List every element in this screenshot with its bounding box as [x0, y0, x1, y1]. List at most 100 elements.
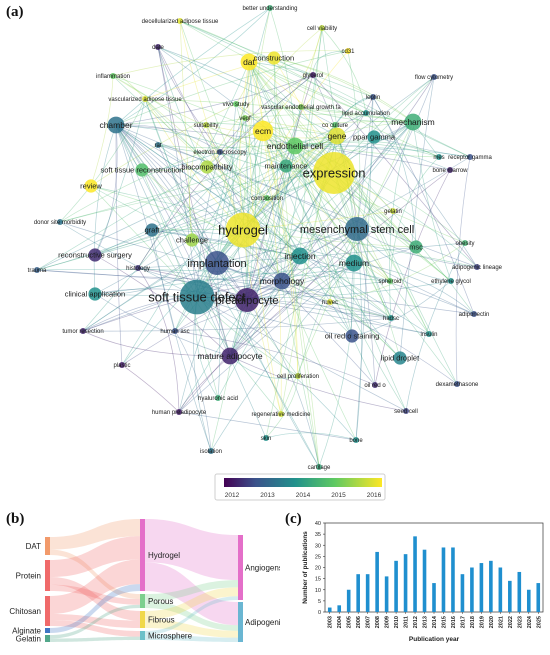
- network-edge: [36, 172, 335, 271]
- node-ppar-gamma: [367, 130, 381, 144]
- node-label-regenerative-medicine: regenerative medicine: [251, 412, 311, 418]
- network-edge: [312, 74, 358, 230]
- network-edge: [248, 61, 338, 137]
- network-edge: [178, 262, 355, 413]
- network-edge: [229, 355, 407, 412]
- sankey-source-label: Gelatin: [16, 635, 41, 644]
- sankey-flow: [50, 604, 140, 639]
- network-edge: [179, 20, 193, 241]
- network-edge: [157, 46, 231, 357]
- node-cell-viability: [319, 25, 325, 31]
- x-tick-label: 2021: [498, 616, 504, 628]
- network-edge: [112, 75, 296, 147]
- node-suitability: [203, 122, 209, 128]
- node-soft-tissue-reconstruction: [135, 163, 149, 177]
- sankey-target-label: Adipogenic: [245, 618, 280, 627]
- network-edge: [59, 221, 198, 298]
- node-label-biocompatibility: biocompatibility: [181, 163, 233, 172]
- network-edge: [285, 165, 401, 359]
- node-label-review: review: [80, 182, 102, 191]
- network-edge: [356, 228, 392, 319]
- node-label-adipogenic-lineage: adipogenic lineage: [452, 265, 503, 271]
- node-label-implantation: implantation: [187, 258, 246, 270]
- network-edge: [196, 156, 471, 298]
- network-edge: [273, 57, 283, 282]
- sankey-source-label: DAT: [26, 542, 42, 551]
- network-edge: [157, 46, 198, 298]
- network-edge: [94, 293, 231, 357]
- network-edge: [216, 117, 246, 264]
- node-graft: [145, 223, 159, 237]
- sankey-flow: [145, 596, 238, 635]
- network-edge: [210, 262, 355, 452]
- network-edge: [242, 229, 282, 415]
- node-label-histology: histology: [126, 266, 150, 272]
- node-label-preadipocyte: preadipocyte: [216, 295, 279, 307]
- network-edge: [262, 130, 358, 230]
- network-edge: [242, 7, 271, 231]
- network-edge: [157, 144, 301, 257]
- node-seed-cell: [403, 408, 409, 414]
- network-edge: [205, 114, 414, 126]
- sankey-middle-label: Microsphere: [148, 632, 193, 641]
- network-edge: [262, 130, 320, 468]
- network-edge: [115, 124, 218, 264]
- sankey-flow: [50, 519, 140, 550]
- node-lipid-droplet: [393, 351, 407, 365]
- node-ecm: [252, 120, 274, 142]
- node-label-date: date: [152, 45, 164, 51]
- network-edge: [115, 124, 248, 301]
- x-tick-label: 2005: [347, 616, 353, 628]
- y-tick-label: 30: [315, 543, 321, 549]
- node-label-mesenchymal-stem-cell: mesenchymal stem cell: [300, 224, 414, 236]
- network-edge: [239, 61, 250, 231]
- node-huvec: [327, 299, 333, 305]
- node-label-composition: composition: [251, 196, 283, 202]
- network-edge: [262, 121, 414, 132]
- node-composition: [264, 195, 270, 201]
- network-edge: [356, 228, 376, 386]
- x-tick-label: 2008: [375, 616, 381, 628]
- node-label-bone: bone: [349, 438, 363, 444]
- node-label-skin: skin: [261, 436, 272, 442]
- network-edge: [321, 27, 367, 114]
- node-label-suitability: suitability: [194, 123, 219, 129]
- network-edge: [178, 172, 335, 413]
- network-edge: [205, 124, 338, 139]
- node-flow-cytometry: [431, 74, 437, 80]
- network-edge: [144, 98, 268, 199]
- network-edge: [205, 124, 301, 257]
- x-tick-label: 2025: [536, 616, 542, 628]
- network-edge: [294, 145, 331, 303]
- node-label-tumor-resection: tumor resection: [62, 329, 103, 335]
- y-tick-label: 20: [315, 566, 321, 572]
- node-label-mature-adipocyte: mature adipocyte: [197, 351, 262, 361]
- node-cell-proliferation: [295, 373, 301, 379]
- network-edge: [93, 124, 117, 295]
- sankey-node-fibrous: [140, 611, 145, 628]
- network-edge: [174, 145, 296, 332]
- network-edge: [262, 130, 282, 415]
- network-edge: [455, 156, 471, 385]
- network-edge: [90, 185, 283, 282]
- network-edge: [216, 61, 250, 264]
- network-edge: [82, 229, 244, 332]
- node-mes: [436, 154, 442, 160]
- network-edge: [193, 296, 212, 452]
- node-mesenchymal-stem-cell: [345, 217, 369, 241]
- node-label-human-preadipocyte: human preadipocyte: [152, 410, 207, 416]
- node-label-soft-tissue-reconstruction: soft tissue reconstruction: [101, 166, 184, 175]
- network-edge: [144, 98, 414, 123]
- node-label-lipid-droplet: lipid droplet: [381, 354, 420, 363]
- bar-2023: [517, 571, 522, 612]
- sankey-node-chitosan: [45, 596, 50, 626]
- sankey-flow: [145, 601, 238, 631]
- y-tick-label: 25: [315, 554, 321, 560]
- node-vegf: [242, 115, 248, 121]
- node-better-understanding: [267, 5, 273, 11]
- sankey-panel: DAT Protein Chitosan Alginate Gelatin Hydroge…: [0, 505, 289, 650]
- network-edge: [245, 130, 264, 301]
- node-ethylene-glycol: [448, 278, 454, 284]
- network-edge: [248, 61, 475, 315]
